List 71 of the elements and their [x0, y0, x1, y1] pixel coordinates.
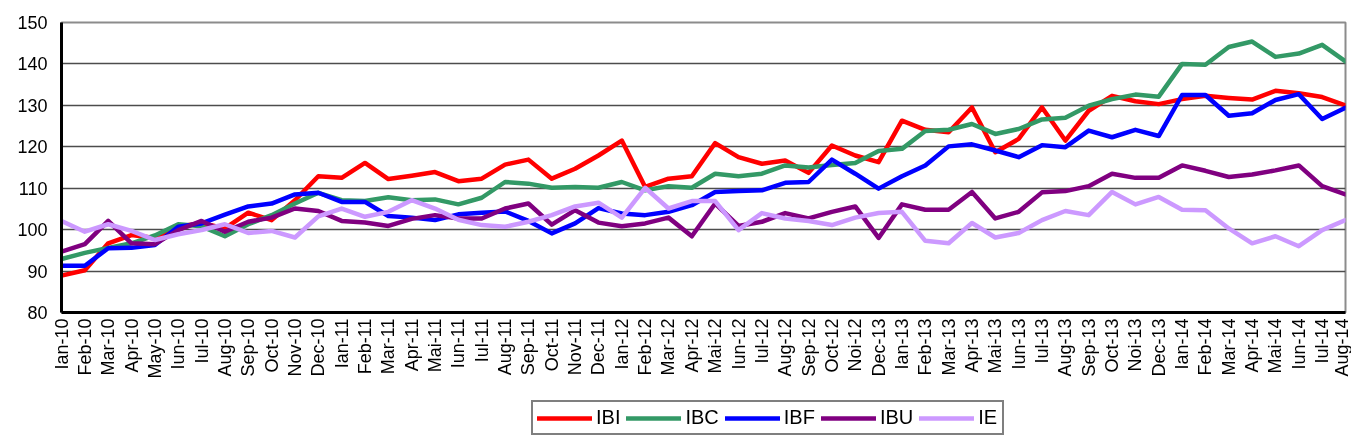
x-tick-label: Feb-11 [354, 318, 375, 375]
x-tick-label: Feb-13 [915, 318, 936, 376]
x-tick-label: Aug-14 [1331, 318, 1352, 377]
line-series [61, 163, 1346, 254]
x-tick-label: Iul-11 [471, 318, 492, 363]
x-tick-label: Sep-11 [518, 318, 539, 376]
legend-label: IBU [879, 406, 914, 429]
x-tick-label: Feb-10 [74, 318, 95, 376]
y-tick-label: 120 [17, 137, 48, 158]
x-tick-label: May-10 [144, 318, 165, 379]
y-tick-label: 140 [17, 54, 48, 75]
x-tick-label: Ian-12 [611, 318, 632, 370]
x-tick-label: Dec-13 [868, 318, 889, 377]
x-tick-label: Mar-14 [1218, 318, 1239, 376]
x-tick-label: Ian-14 [1172, 318, 1193, 370]
x-tick-label: Iul-14 [1312, 318, 1333, 364]
x-tick-label: Nov-11 [565, 318, 586, 376]
x-tick-label: Sep-12 [798, 318, 819, 377]
x-tick-label: Oct-12 [821, 318, 842, 373]
x-tick-label: Iul-13 [1032, 318, 1053, 364]
x-tick-label: Nov-10 [284, 318, 305, 377]
x-tick-label: Oct-11 [541, 318, 562, 372]
x-tick-label: Aug-12 [775, 318, 796, 377]
x-tick-label: Iul-10 [191, 318, 212, 364]
y-tick-label: 130 [17, 95, 48, 116]
x-tick-label: Apr-14 [1242, 318, 1263, 373]
y-tick-label: 80 [27, 303, 48, 323]
x-tick-label: Mai-11 [425, 318, 446, 373]
x-tick-label: Oct-13 [1102, 318, 1123, 373]
x-tick-label: Apr-10 [121, 318, 142, 373]
x-tick-label: Sep-13 [1078, 318, 1099, 377]
x-tick-label: Apr-12 [681, 318, 702, 373]
x-tick-label: Iun-14 [1288, 318, 1309, 370]
x-tick-label: Noi-12 [845, 318, 866, 372]
legend-label: IBF [783, 406, 815, 429]
x-tick-label: Dec-10 [308, 318, 329, 377]
y-tick-label: 90 [27, 261, 48, 282]
y-tick-label: 110 [18, 178, 48, 199]
x-tick-label: Iun-12 [728, 318, 749, 370]
x-tick-label: Iul-12 [751, 318, 772, 364]
x-tick-label: Mar-10 [98, 318, 119, 376]
x-tick-label: Mar-11 [378, 318, 399, 375]
x-tick-label: Noi-13 [1125, 318, 1146, 372]
y-tick-label: 150 [17, 13, 48, 33]
x-tick-label: Ian-13 [891, 318, 912, 370]
x-tick-label: Iun-11 [448, 318, 469, 369]
x-tick-label: Feb-14 [1195, 318, 1216, 376]
x-tick-label: Mar-12 [658, 318, 679, 376]
x-tick-label: Sep-10 [238, 318, 259, 377]
x-tick-label: Dec-11 [588, 318, 609, 376]
x-tick-label: Iun-13 [1008, 318, 1029, 370]
x-tick-label: Mar-13 [938, 318, 959, 376]
x-tick-label: Mai-12 [705, 318, 726, 374]
x-tick-label: Ian-10 [51, 318, 72, 370]
x-tick-label: Aug-11 [495, 318, 516, 376]
x-tick-label: Feb-12 [635, 318, 656, 376]
legend-label: IBC [685, 406, 719, 429]
x-tick-label: Apr-11 [401, 318, 422, 372]
x-tick-label: Aug-13 [1055, 318, 1076, 377]
x-tick-label: Mai-13 [985, 318, 1006, 374]
x-tick-label: Mai-14 [1265, 318, 1286, 374]
x-tick-label: Apr-13 [961, 318, 982, 373]
x-tick-label: Iun-10 [168, 318, 189, 370]
y-tick-label: 100 [17, 220, 48, 241]
x-tick-label: Ian-11 [331, 318, 352, 369]
x-tick-label: Aug-10 [214, 318, 235, 377]
x-tick-label: Oct-10 [261, 318, 282, 373]
legend-label: IBI [596, 406, 621, 429]
legend-label: IE [978, 406, 999, 429]
x-tick-label: Dec-13 [1148, 318, 1169, 377]
line-series [61, 185, 1346, 249]
